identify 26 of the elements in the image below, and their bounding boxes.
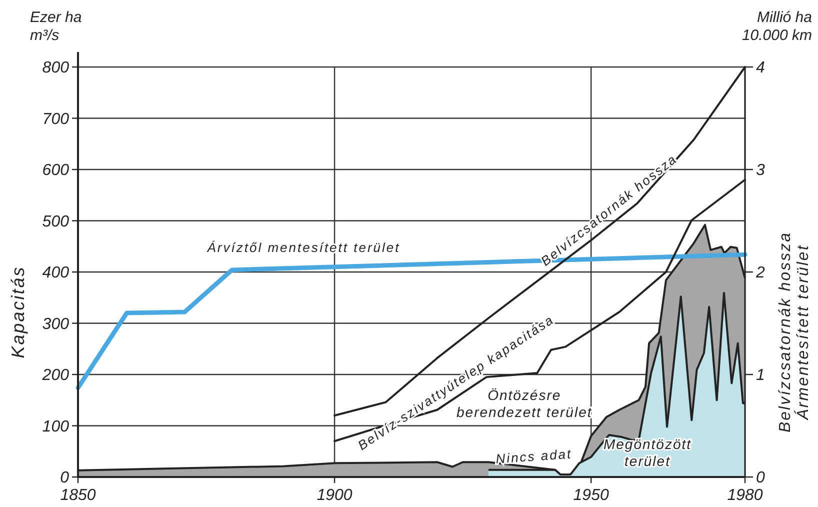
y2-tick-label: 2: [755, 264, 765, 282]
series-label: Megöntözött terület: [603, 436, 692, 469]
text: Millió ha: [756, 9, 812, 26]
text: Ezer ha: [30, 9, 82, 26]
x-tick-label: 1900: [316, 487, 352, 504]
y-tick-label: 300: [42, 316, 70, 333]
x-tick-label: 1950: [573, 487, 609, 504]
annotation: Nincs adat: [495, 446, 573, 466]
x-tick-label: 1980: [727, 487, 763, 504]
y-tick-label: 0: [60, 470, 70, 487]
text: m³/s: [30, 27, 60, 44]
y-tick-label: 200: [41, 367, 70, 384]
y-tick-label: 600: [42, 162, 70, 180]
y2-tick-label: 0: [756, 470, 765, 487]
y2-tick-label: 1: [756, 367, 765, 384]
y-tick-label: 400: [42, 264, 70, 282]
y2-tick-label: 3: [756, 162, 765, 180]
y2-tick-label: 4: [756, 60, 765, 77]
text: 10.000 km: [742, 27, 812, 44]
y-tick-label: 500: [42, 213, 70, 230]
x-tick-label: 1850: [60, 487, 96, 504]
y-axis-title: Kapacitás: [8, 266, 28, 358]
y-tick-label: 100: [42, 418, 70, 436]
y-tick-label: 700: [42, 110, 70, 128]
y-tick-label: 800: [42, 60, 70, 77]
y2-axis-title: Belvízcsatornák hossza Ármentesített terület: [777, 231, 812, 433]
